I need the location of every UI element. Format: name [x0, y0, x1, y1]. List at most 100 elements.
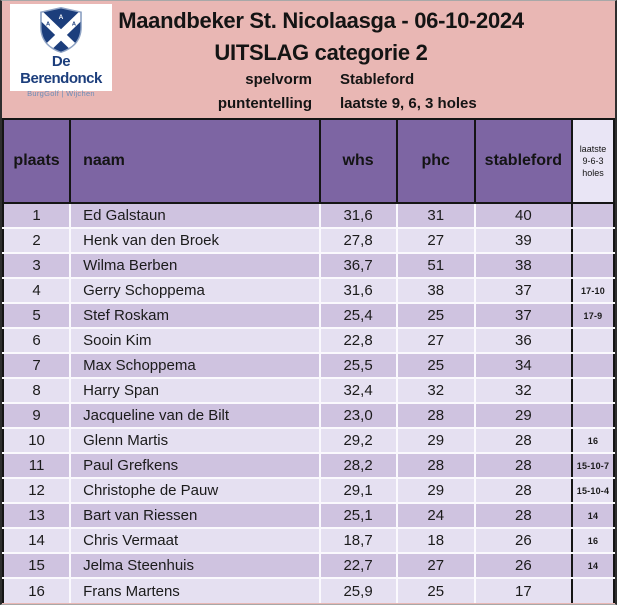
club-logo: A A A De Berendonck BurgGolf | Wijchen [10, 4, 112, 98]
cell-plaats: 12 [3, 478, 71, 504]
cell-laatste-963-holes [570, 403, 614, 429]
table-row: 1 Ed Galstaun 31,6 31 40 [3, 203, 614, 229]
cell-laatste-963-holes: 14 [570, 553, 614, 579]
cell-plaats: 13 [3, 503, 71, 529]
cell-stableford: 17 [473, 578, 572, 603]
cell-laatste-963-holes [570, 228, 614, 254]
cell-stableford: 26 [473, 553, 572, 579]
cell-naam: Bart van Riessen [69, 503, 320, 529]
cell-naam: Christophe de Pauw [69, 478, 320, 504]
cell-stableford: 34 [473, 353, 572, 379]
title-block: Maandbeker St. Nicolaasga - 06-10-2024 U… [27, 1, 615, 66]
table-row: 3 Wilma Berben 36,7 51 38 [3, 253, 614, 279]
club-shield-icon: A A A [40, 7, 82, 53]
column-header-naam: naam [69, 119, 320, 204]
column-header-stableford: stableford [473, 119, 572, 204]
cell-phc: 28 [395, 453, 475, 479]
results-table-body: 1 Ed Galstaun 31,6 31 40 2 Henk van den … [3, 203, 614, 603]
laatste-header-line2: 9-6-3 [582, 156, 604, 166]
cell-phc: 24 [395, 503, 475, 529]
cell-stableford: 32 [473, 378, 572, 404]
cell-whs: 27,8 [318, 228, 397, 254]
header-row: plaats naam whs phc stableford laatste 9… [3, 119, 614, 204]
cell-phc: 18 [395, 528, 475, 554]
cell-whs: 23,0 [318, 403, 397, 429]
header-section: A A A De Berendonck BurgGolf | Wijchen M… [2, 1, 615, 118]
cell-plaats: 15 [3, 553, 71, 579]
cell-stableford: 28 [473, 453, 572, 479]
cell-whs: 25,4 [318, 303, 397, 329]
cell-naam: Jelma Steenhuis [69, 553, 320, 579]
cell-naam: Max Schoppema [69, 353, 320, 379]
cell-plaats: 5 [3, 303, 71, 329]
cell-naam: Gerry Schoppema [69, 278, 320, 304]
cell-phc: 31 [395, 203, 475, 229]
cell-whs: 32,4 [318, 378, 397, 404]
cell-whs: 22,8 [318, 328, 397, 354]
column-header-phc: phc [395, 119, 475, 204]
table-row: 12 Christophe de Pauw 29,1 29 28 15-10-4 [3, 478, 614, 504]
cell-whs: 25,1 [318, 503, 397, 529]
column-header-laatste-963-holes: laatste 9-6-3 holes [570, 119, 614, 204]
cell-plaats: 2 [3, 228, 71, 254]
cell-whs: 31,6 [318, 278, 397, 304]
cell-whs: 31,6 [318, 203, 397, 229]
cell-naam: Harry Span [69, 378, 320, 404]
cell-whs: 25,5 [318, 353, 397, 379]
cell-naam: Chris Vermaat [69, 528, 320, 554]
table-row: 2 Henk van den Broek 27,8 27 39 [3, 228, 614, 254]
table-row: 13 Bart van Riessen 25,1 24 28 14 [3, 503, 614, 529]
cell-phc: 25 [395, 578, 475, 603]
cell-naam: Jacqueline van de Bilt [69, 403, 320, 429]
cell-stableford: 28 [473, 428, 572, 454]
cell-plaats: 4 [3, 278, 71, 304]
table-row: 4 Gerry Schoppema 31,6 38 37 17-10 [3, 278, 614, 304]
cell-plaats: 1 [3, 203, 71, 229]
cell-phc: 38 [395, 278, 475, 304]
cell-laatste-963-holes: 17-9 [570, 303, 614, 329]
column-header-whs: whs [318, 119, 397, 204]
cell-phc: 27 [395, 228, 475, 254]
cell-laatste-963-holes: 17-10 [570, 278, 614, 304]
cell-stableford: 28 [473, 503, 572, 529]
svg-text:A: A [46, 22, 50, 28]
cell-whs: 29,2 [318, 428, 397, 454]
club-subtitle: BurgGolf | Wijchen [27, 89, 95, 98]
meta-block: spelvorm Stableford puntentelling laatst… [2, 68, 615, 116]
cell-whs: 36,7 [318, 253, 397, 279]
table-row: 11 Paul Grefkens 28,2 28 28 15-10-7 [3, 453, 614, 479]
cell-naam: Paul Grefkens [69, 453, 320, 479]
results-table-head: plaats naam whs phc stableford laatste 9… [3, 119, 614, 204]
table-row: 5 Stef Roskam 25,4 25 37 17-9 [3, 303, 614, 329]
cell-phc: 25 [395, 303, 475, 329]
column-header-plaats: plaats [3, 119, 71, 204]
club-name: De Berendonck [20, 53, 102, 87]
cell-whs: 29,1 [318, 478, 397, 504]
cell-plaats: 10 [3, 428, 71, 454]
cell-whs: 25,9 [318, 578, 397, 603]
cell-stableford: 40 [473, 203, 572, 229]
cell-plaats: 9 [3, 403, 71, 429]
svg-text:A: A [59, 14, 64, 21]
cell-phc: 25 [395, 353, 475, 379]
cell-laatste-963-holes: 14 [570, 503, 614, 529]
page-title: Maandbeker St. Nicolaasga - 06-10-2024 [118, 8, 524, 33]
cell-whs: 18,7 [318, 528, 397, 554]
cell-phc: 29 [395, 478, 475, 504]
cell-naam: Sooin Kim [69, 328, 320, 354]
cell-laatste-963-holes [570, 328, 614, 354]
cell-naam: Stef Roskam [69, 303, 320, 329]
cell-plaats: 16 [3, 578, 71, 603]
cell-plaats: 14 [3, 528, 71, 554]
table-row: 10 Glenn Martis 29,2 29 28 16 [3, 428, 614, 454]
cell-laatste-963-holes [570, 353, 614, 379]
cell-phc: 27 [395, 553, 475, 579]
cell-naam: Wilma Berben [69, 253, 320, 279]
results-table: plaats naam whs phc stableford laatste 9… [2, 118, 615, 603]
cell-laatste-963-holes [570, 578, 614, 603]
cell-naam: Frans Martens [69, 578, 320, 603]
cell-phc: 27 [395, 328, 475, 354]
cell-naam: Ed Galstaun [69, 203, 320, 229]
cell-stableford: 37 [473, 303, 572, 329]
cell-stableford: 37 [473, 278, 572, 304]
